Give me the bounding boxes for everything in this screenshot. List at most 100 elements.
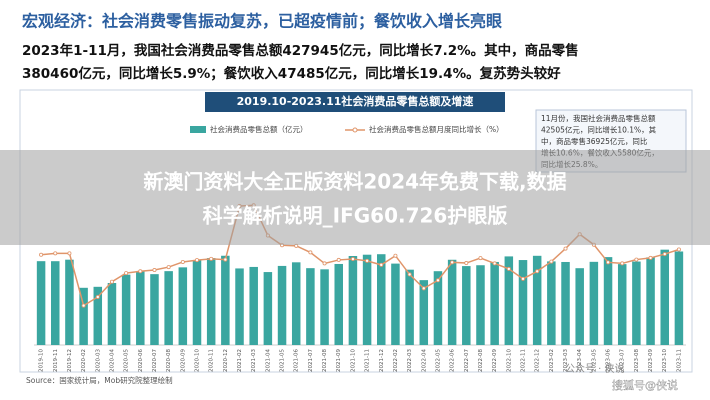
x-tick-label: 2023-02 (549, 349, 555, 372)
growth-point (676, 247, 681, 252)
bar (291, 262, 301, 345)
x-tick-label: 2021-11 (365, 349, 371, 372)
x-tick-label: 2022-06 (450, 349, 456, 372)
bar (391, 263, 400, 345)
x-tick-label: 2022-12 (535, 349, 541, 372)
bar (164, 271, 173, 345)
growth-point (350, 257, 355, 262)
legend-swatch-dot (352, 127, 358, 133)
plot: 2019-10 2019-11 2019-12 2020-02 2020-03 2020-… (34, 203, 686, 372)
bar (589, 261, 599, 345)
growth-point (634, 257, 639, 262)
bar (79, 287, 88, 345)
bar (476, 265, 485, 345)
bar (490, 261, 499, 345)
x-tick-label: 2023-03 (563, 349, 569, 372)
x-tick-label: 2022-08 (478, 349, 484, 372)
bar (192, 260, 202, 345)
legend-swatch-bar (190, 126, 206, 133)
x-tick-label: 2019-10 (39, 349, 45, 372)
growth-point (81, 303, 86, 308)
growth-point (194, 258, 199, 263)
x-tick-label: 2019-12 (67, 349, 73, 372)
growth-point (407, 272, 412, 277)
x-tick-label: 2020-12 (223, 349, 229, 372)
bar (263, 272, 273, 345)
growth-point (492, 261, 497, 266)
x-tick-label: 2023-05 (591, 349, 597, 372)
bar (249, 266, 258, 345)
bar (36, 261, 46, 345)
x-tick-label: 2022-09 (492, 349, 498, 372)
x-tick-label: 2019-11 (53, 349, 59, 372)
bar (603, 257, 613, 345)
growth-point (109, 279, 114, 284)
bar (547, 261, 556, 345)
bar (178, 267, 188, 345)
growth-point (223, 257, 228, 262)
x-tick-label: 2021-12 (379, 349, 385, 372)
growth-point (95, 294, 100, 299)
bar (65, 259, 74, 345)
x-tick-label: 2022-11 (521, 349, 527, 372)
growth-point (421, 286, 426, 291)
bar (646, 257, 655, 345)
growth-point (308, 250, 313, 255)
summary-line: 2023年1-11月，我国社会消费品零售总额427945亿元，同比增长7.2%。… (22, 42, 579, 59)
bar (674, 251, 684, 345)
x-tick-label: 2020-05 (124, 349, 130, 372)
x-tick-label: 2023-08 (634, 349, 640, 372)
bar (561, 261, 570, 345)
growth-point (180, 259, 185, 264)
bar (334, 263, 343, 345)
x-tick-label: 2023-04 (577, 349, 583, 372)
x-tick-label: 2023-07 (620, 349, 626, 372)
growth-point (662, 252, 667, 257)
growth-point (53, 251, 58, 256)
growth-point (535, 269, 540, 274)
x-tick-label: 2021-03 (251, 349, 257, 372)
x-tick-label: 2021-06 (294, 349, 300, 372)
bar (306, 268, 315, 345)
bar (617, 264, 627, 345)
growth-point (478, 256, 483, 261)
x-tick-label: 2020-10 (195, 349, 201, 372)
x-tick-label: 2020-02 (81, 349, 87, 372)
x-tick-label: 2022-03 (407, 349, 413, 372)
bar (575, 268, 584, 345)
x-tick-label: 2020-06 (138, 349, 144, 372)
x-tick-label: 2022-02 (393, 349, 399, 372)
bar (150, 274, 159, 345)
bar (51, 261, 60, 345)
bar (504, 256, 514, 345)
banner-text: 新澳门资料大全正版资料2024年免费下载,数据 (143, 170, 566, 194)
x-tick-label: 2023-09 (648, 349, 654, 372)
annotation-line: 42505亿元，同比增长10.1%，其 (541, 125, 657, 135)
x-tick-label: 2020-08 (166, 349, 172, 372)
x-tick-label: 2023-11 (676, 349, 682, 372)
growth-point (152, 268, 157, 273)
header-title: 宏观经济：社会消费零售振动复苏，已超疫情前；餐饮收入增长亮眼 (22, 12, 502, 31)
bar (405, 269, 414, 345)
x-tick-label: 2022-04 (421, 349, 427, 372)
growth-point (379, 262, 384, 267)
bar (221, 255, 230, 345)
bar (320, 269, 329, 345)
bar (447, 259, 457, 345)
growth-point (563, 246, 568, 251)
x-tick-label: 2020-04 (109, 349, 115, 372)
bar (206, 258, 216, 345)
annotation-line: 中，商品零售36925亿元，同比 (541, 136, 648, 146)
bar (419, 280, 429, 345)
x-tick-label: 2021-10 (350, 349, 356, 372)
x-tick-label: 2021-08 (322, 349, 328, 372)
growth-point (209, 256, 214, 261)
bar (362, 254, 372, 345)
x-tick-label: 2021-04 (265, 349, 271, 372)
growth-point (124, 271, 129, 276)
bar (660, 249, 669, 345)
legend-label: 社会消费品零售总额（亿元） (210, 124, 308, 134)
x-tick-label: 2022-07 (464, 349, 470, 372)
growth-point (138, 269, 143, 274)
growth-point (648, 255, 653, 260)
